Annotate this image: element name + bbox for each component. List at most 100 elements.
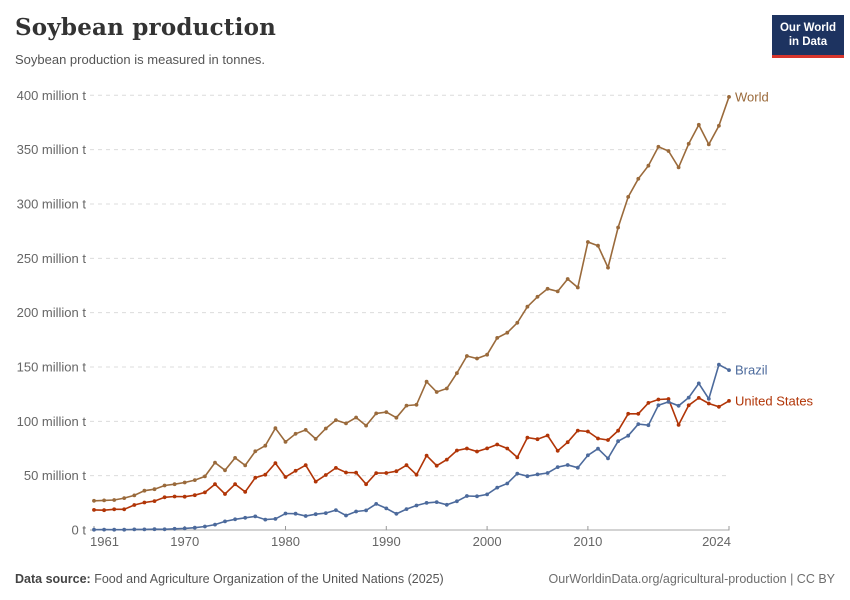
data-point [323,426,328,431]
data-point [374,411,379,416]
data-point [475,356,479,361]
x-axis-tick-label: 1970 [170,534,199,549]
data-point [122,527,127,532]
data-point [122,507,127,512]
data-point [596,243,600,248]
data-point [152,487,157,492]
data-point [404,403,409,408]
data-point [253,475,258,480]
data-point [243,490,248,494]
data-point [172,526,177,531]
data-source-note: Data source: Food and Agriculture Organi… [15,572,444,586]
data-point [475,449,479,454]
data-point [696,381,701,386]
data-point [313,512,318,517]
data-point [485,352,489,357]
data-point [213,460,217,465]
series-end-label-united-states: United States [735,393,814,408]
data-point [686,141,691,146]
data-point [515,320,520,325]
data-point [223,492,227,496]
data-point [283,511,288,516]
data-point [636,411,641,416]
data-point [455,499,459,504]
data-point [535,294,540,299]
data-point [92,508,96,512]
series-end-label-brazil: Brazil [735,363,768,378]
data-point [142,500,147,505]
data-point [565,277,570,281]
data-point [545,286,550,291]
data-point [394,469,399,474]
data-point [434,390,439,394]
data-point [203,524,207,529]
data-point [112,527,117,532]
data-point [424,453,429,458]
data-point [666,149,671,153]
y-axis-tick-label: 150 million t [17,359,87,374]
data-point [253,449,258,454]
owid-logo-line2: in Data [788,36,828,48]
data-point [626,195,631,199]
data-point [646,163,651,168]
data-point [424,379,429,384]
data-point [384,410,389,414]
data-point [364,508,368,513]
data-point [313,479,318,484]
data-point [243,463,248,468]
data-point [626,433,631,438]
chart-subtitle: Soybean production is measured in tonnes… [15,52,266,67]
data-point [465,354,469,358]
data-point [575,285,580,290]
data-point [233,482,238,487]
data-point [616,225,620,230]
chart-footer: Data source: Food and Agriculture Organi… [15,568,835,590]
x-axis-tick-label: 2010 [573,534,602,549]
data-point [374,502,379,506]
data-point [102,508,106,513]
data-point [293,431,298,436]
data-point [535,437,540,442]
data-point [465,494,469,498]
data-point [192,478,197,482]
data-point [545,433,550,438]
data-point [303,428,308,432]
data-point [525,304,530,309]
data-point [565,440,570,445]
data-point [686,403,691,408]
data-point [283,475,288,479]
data-point [192,493,197,498]
data-point [485,446,489,451]
data-point [636,176,641,181]
data-point [223,468,227,473]
data-point [555,289,560,294]
data-point [575,428,580,433]
data-point [706,142,711,147]
data-point [293,511,298,516]
data-point [616,439,620,444]
data-point [92,527,96,532]
gridlines-and-y-axis: 0 t 50 million t 100 million t 150 million … [17,88,729,538]
data-point [626,411,631,416]
owid-logo[interactable]: Our World in Data [771,15,844,58]
y-axis-tick-label: 0 t [72,523,87,538]
data-point [404,507,409,511]
data-point [586,453,590,458]
data-point [182,494,187,499]
data-point [283,440,288,444]
data-point [505,481,510,486]
data-point [666,400,671,404]
data-point [565,463,570,467]
data-point [606,265,610,270]
owid-logo-line1: Our World [779,22,836,34]
owid-url-link[interactable]: OurWorldinData.org/agricultural-producti… [548,572,835,586]
data-point [717,362,721,367]
data-point [92,498,96,503]
data-point [525,474,530,479]
data-point [142,527,147,532]
data-point [525,435,530,440]
data-point [596,446,600,451]
data-point [102,498,106,503]
data-point [374,471,379,475]
